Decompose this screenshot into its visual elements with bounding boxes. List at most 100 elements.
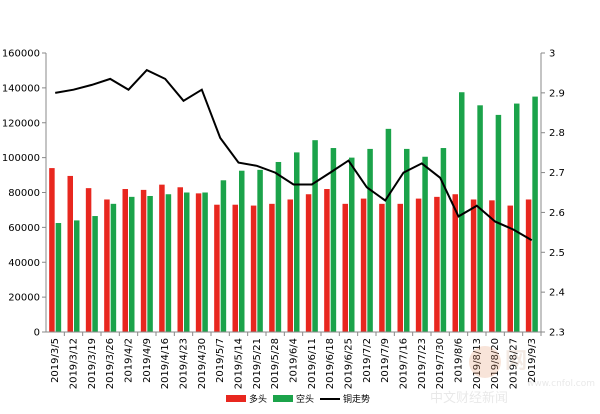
bar-short [385, 128, 392, 332]
bar-long [452, 194, 458, 332]
x-tick-label: 2019/4/9 [142, 338, 153, 383]
left-tick-label: 20000 [8, 293, 40, 304]
watermark-domain: www.cnfol.com [527, 379, 595, 389]
bar-long [122, 189, 128, 332]
bar-long [287, 199, 293, 332]
x-tick-label: 2019/5/28 [270, 338, 281, 389]
bar-long [470, 199, 477, 332]
bar-short [184, 192, 190, 332]
bar-short [92, 216, 98, 332]
bar-long [214, 204, 220, 332]
bar-long [434, 196, 440, 332]
legend-label: 铜走势 [343, 393, 370, 405]
bar-long [379, 203, 385, 332]
right-tick-label: 2.8 [549, 128, 565, 139]
x-tick-label: 2019/7/2 [362, 338, 373, 383]
bar-long [67, 175, 73, 332]
bar-short [220, 180, 227, 332]
x-tick-label: 2019/7/23 [417, 338, 428, 389]
right-tick-label: 2.6 [549, 208, 565, 219]
bar-short [55, 223, 62, 332]
bar-short [477, 105, 483, 332]
x-tick-label: 2019/3/26 [105, 338, 116, 389]
x-tick-label: 2019/6/18 [325, 338, 336, 389]
axes-layer: 0 20000 40000 60000 80000 100000 120000 140000 1… [2, 49, 565, 390]
bar-long [140, 189, 147, 332]
bar-short [312, 140, 318, 332]
x-tick-label: 2019/7/30 [435, 338, 446, 389]
bar-short [294, 152, 300, 332]
right-tick-label: 3 [549, 49, 555, 60]
bar-short [440, 148, 447, 332]
bar-short [330, 148, 337, 332]
bar-long [49, 168, 55, 332]
x-tick-label: 2019/8/20 [490, 338, 501, 389]
x-tick-label: 2019/4/30 [197, 338, 208, 389]
legend-swatch [273, 395, 293, 402]
bar-long [195, 193, 202, 332]
bar-long [489, 200, 495, 332]
x-tick-label: 2019/6/25 [344, 338, 355, 389]
left-tick-label: 60000 [8, 223, 40, 234]
bar-short [239, 170, 245, 332]
bar-short [110, 203, 117, 332]
left-tick-label: 80000 [8, 188, 40, 199]
bar-long [85, 188, 92, 332]
bar-long [269, 203, 275, 332]
bar-short [74, 220, 80, 332]
bar-short [147, 195, 153, 332]
bar-short [367, 148, 373, 332]
right-tick-label: 2.5 [549, 248, 565, 259]
x-tick-label: 2019/8/6 [454, 338, 465, 383]
bar-short [514, 103, 520, 332]
bar-short [257, 169, 263, 332]
x-tick-label: 2019/3/12 [69, 338, 80, 389]
bar-long [397, 203, 403, 332]
x-tick-label: 2019/3/5 [50, 338, 61, 383]
watermark-cn: 网 [505, 349, 527, 374]
bar-long [305, 194, 312, 332]
x-tick-label: 2019/5/21 [252, 338, 263, 389]
bar-short [275, 161, 282, 332]
watermark: 网 www.cnfol.com 中文财经新闻 [430, 346, 595, 406]
x-tick-label: 2019/5/7 [215, 338, 226, 383]
bar-long [525, 199, 532, 332]
bar-long [250, 205, 257, 332]
x-tick-label: 2019/7/9 [380, 338, 391, 383]
x-tick-label: 2019/6/11 [307, 338, 318, 389]
left-tick-label: 120000 [2, 118, 40, 129]
bar-long [159, 184, 165, 332]
bar-short [404, 148, 410, 332]
bar-long [232, 204, 238, 332]
left-tick-label: 140000 [2, 83, 40, 94]
legend-label: 多头 [249, 393, 267, 405]
bar-short [202, 192, 208, 332]
legend: 多头 空头 铜走势 [226, 393, 370, 405]
bar-short [165, 194, 172, 332]
bar-long [415, 198, 422, 332]
x-tick-label: 2019/9/3 [527, 338, 538, 383]
legend-swatch [226, 395, 246, 402]
bar-short [129, 196, 135, 332]
x-tick-label: 2019/8/13 [472, 338, 483, 389]
bar-long [324, 189, 330, 332]
left-tick-label: 160000 [2, 49, 40, 60]
copper-trend-line [55, 68, 533, 242]
x-tick-label: 2019/3/19 [87, 338, 98, 389]
x-tick-label: 2019/4/23 [179, 338, 190, 389]
line-layer [55, 68, 533, 242]
x-tick-label: 2019/6/4 [289, 338, 300, 383]
bar-long [177, 187, 183, 332]
bar-short [422, 156, 428, 332]
right-tick-label: 2.9 [549, 88, 565, 99]
bar-short [349, 157, 355, 332]
x-tick-label: 2019/4/16 [160, 338, 171, 389]
x-tick-label: 2019/8/27 [509, 338, 520, 389]
watermark-chinese: 中文财经新闻 [430, 390, 508, 406]
bar-short [532, 96, 538, 332]
bar-short [459, 92, 465, 332]
x-tick-label: 2019/5/14 [234, 338, 245, 389]
x-tick-label: 2019/4/2 [124, 338, 135, 383]
right-tick-label: 2.3 [549, 328, 565, 339]
